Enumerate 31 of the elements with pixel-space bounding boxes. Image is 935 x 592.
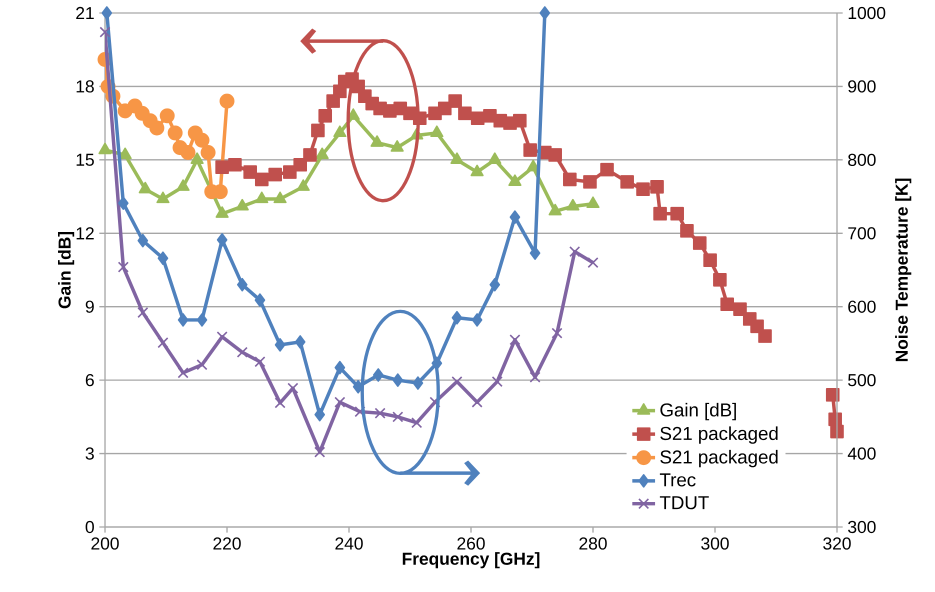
x-tick-label: 320 xyxy=(823,537,851,550)
y2-tick-label: 800 xyxy=(848,154,876,166)
y2-axis-title: Noise Temperature [K] xyxy=(895,178,912,362)
y-tick-label: 15 xyxy=(76,154,94,166)
x-tick-label: 200 xyxy=(91,537,119,550)
y-tick-label: 0 xyxy=(86,520,94,534)
y2-tick-label: 700 xyxy=(848,227,876,240)
y-tick-label: 6 xyxy=(86,374,94,386)
x-axis-title: Frequency [GHz] xyxy=(402,552,540,568)
x-tick-label: 240 xyxy=(335,537,363,550)
y2-tick-label: 400 xyxy=(848,447,876,460)
legend-label: S21 packaged xyxy=(660,426,778,444)
legend-label: Gain [dB] xyxy=(660,402,736,420)
legend-label: TDUT xyxy=(660,496,709,510)
y2-tick-label: 600 xyxy=(848,300,876,313)
x-tick-label: 300 xyxy=(701,537,729,550)
y2-tick-label: 300 xyxy=(848,520,876,534)
y-tick-label: 9 xyxy=(86,300,94,313)
legend-label: S21 packaged xyxy=(660,450,778,468)
x-tick-label: 280 xyxy=(579,537,607,550)
y2-tick-label: 900 xyxy=(848,80,876,93)
y2-tick-label: 500 xyxy=(848,374,876,386)
y2-tick-label: 1000 xyxy=(848,6,886,20)
x-tick-label: 260 xyxy=(457,537,485,550)
y-axis-title: Gain [dB] xyxy=(58,232,74,308)
y-tick-label: 3 xyxy=(86,447,94,460)
y-tick-label: 18 xyxy=(76,80,94,93)
y-tick-label: 21 xyxy=(76,6,94,20)
x-tick-label: 220 xyxy=(213,537,241,550)
legend-label: Trec xyxy=(660,473,696,486)
y-tick-label: 12 xyxy=(76,227,94,240)
